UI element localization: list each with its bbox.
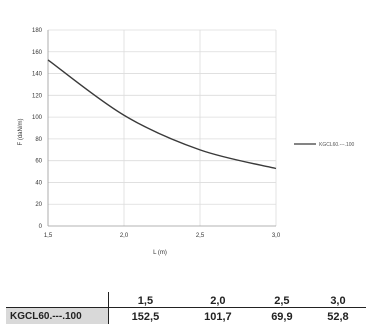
- y-tick-label: 40: [35, 180, 42, 186]
- values-table: 1,5 2,0 2,5 3,0 KGCL60.---.100 152,5 101…: [6, 292, 366, 324]
- table-corner-cell: [6, 292, 109, 308]
- x-tick-label: 1,5: [44, 233, 53, 239]
- table-header-cell: 3,0: [309, 292, 366, 308]
- y-tick-label: 120: [32, 93, 43, 99]
- series-line: [47, 59, 277, 170]
- table-cell: 69,9: [271, 310, 293, 323]
- y-tick-label: 160: [32, 50, 43, 56]
- table-header-cell: 2,0: [181, 292, 254, 308]
- y-tick-label: 80: [35, 137, 42, 143]
- x-tick-label: 3,0: [272, 233, 281, 239]
- y-tick-label: 180: [32, 28, 43, 34]
- axes: [47, 30, 276, 227]
- table-header-row: 1,5 2,0 2,5 3,0: [6, 292, 366, 308]
- series-lines: [47, 59, 277, 170]
- y-tick-label: 140: [32, 72, 43, 78]
- y-axis-title: F (daN/m): [18, 118, 24, 145]
- table-header-cell: 2,5: [253, 292, 310, 308]
- x-axis-title: L (m): [153, 250, 167, 256]
- tick-labels: 0 20 40 60 80 100 120 140 160 180 1,5 2,0 2,5 3,0: [32, 28, 281, 239]
- line-chart: 0 20 40 60 80 100 120 140 160 180 1,5 2,0 2,5 3,0 F (…: [18, 28, 355, 256]
- y-tick-label: 100: [32, 115, 43, 121]
- legend: KGCL60.---.100: [294, 142, 355, 148]
- table-header-cell: 1,5: [108, 292, 182, 308]
- x-tick-label: 2,0: [120, 233, 129, 239]
- table-row: KGCL60.---.100 152,5 101,7 69,9 52,8: [6, 307, 366, 324]
- y-tick-label: 60: [35, 159, 42, 165]
- table-cell: 152,5: [131, 310, 160, 323]
- table-cell: 52,8: [327, 310, 349, 323]
- table-row-label: KGCL60.---.100: [6, 307, 109, 324]
- grid: [48, 29, 277, 226]
- table-cell: 101,7: [204, 310, 232, 323]
- x-tick-label: 2,5: [196, 233, 205, 239]
- y-tick-label: 20: [35, 202, 42, 208]
- legend-label: KGCL60.---.100: [319, 142, 355, 148]
- y-tick-label: 0: [39, 224, 43, 230]
